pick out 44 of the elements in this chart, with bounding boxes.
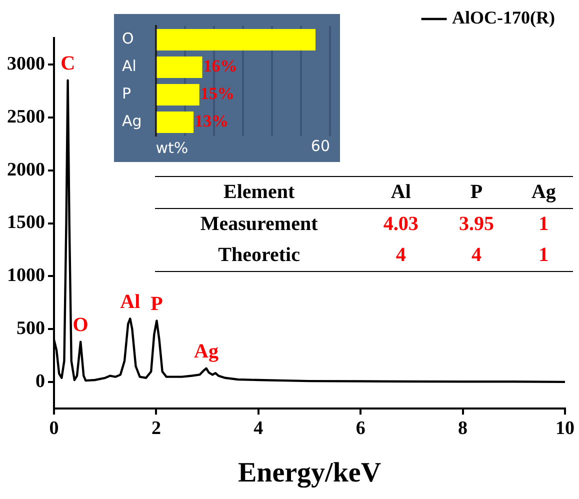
x-tick-label: 6	[356, 418, 366, 439]
annotation: 4	[396, 244, 406, 266]
data-label: 16%	[203, 56, 238, 76]
y-tick-label: 3000	[7, 53, 45, 74]
x-tick-label: 60	[310, 136, 330, 155]
annotation: Measurement	[200, 213, 318, 235]
data-label: 13%	[194, 112, 229, 131]
x-tick-label: 10	[556, 418, 574, 439]
y-tick-label: P	[122, 84, 132, 103]
x-axis-title: wt%	[156, 138, 188, 157]
bar	[156, 84, 200, 106]
data-label: 15%	[200, 84, 234, 104]
y-tick-label: 1000	[7, 265, 45, 286]
annotation: Theoretic	[218, 244, 300, 266]
x-tick-label: 2	[151, 418, 161, 439]
annotation: 4.03	[383, 213, 418, 235]
x-tick-label: 0	[49, 418, 59, 439]
annotation: Al	[390, 181, 411, 203]
x-tick-label: 4	[254, 418, 264, 439]
legend-label: AlOC-170(R)	[452, 8, 556, 28]
annotation: Element	[224, 181, 295, 203]
annotation: 3.95	[459, 213, 494, 235]
annotation: Ag	[194, 340, 219, 363]
annotation: 1	[538, 244, 549, 266]
y-tick-label: Ag	[122, 112, 142, 130]
y-tick-label: 0	[36, 371, 45, 392]
annotation: 4	[472, 244, 482, 266]
bar	[156, 29, 316, 50]
annotation: 1	[538, 213, 549, 235]
annotation: Ag	[531, 181, 556, 203]
annotation: C	[60, 52, 76, 75]
y-tick-label: O	[122, 30, 134, 48]
y-tick-label: 500	[16, 318, 45, 340]
x-axis-title: Energy/keV	[238, 457, 382, 488]
bar	[156, 112, 194, 133]
annotation: P	[150, 292, 163, 315]
y-tick-label: 1500	[7, 212, 45, 234]
bar	[156, 56, 202, 78]
y-tick-label: 2000	[7, 159, 45, 180]
y-tick-label: Al	[122, 57, 136, 76]
x-tick-label: 8	[458, 418, 468, 439]
y-tick-label: 2500	[7, 106, 45, 128]
annotation: P	[470, 181, 483, 203]
annotation: O	[72, 314, 88, 336]
